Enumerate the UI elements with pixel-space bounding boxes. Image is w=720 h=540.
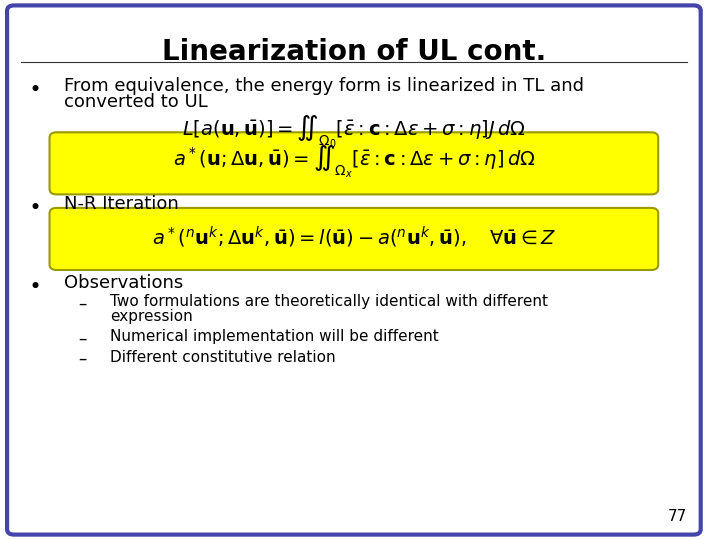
FancyBboxPatch shape <box>7 5 701 535</box>
Text: Linearization of UL cont.: Linearization of UL cont. <box>162 38 546 66</box>
Text: N-R Iteration: N-R Iteration <box>63 195 179 213</box>
Text: Observations: Observations <box>63 274 183 292</box>
Text: $\bullet$: $\bullet$ <box>28 195 40 215</box>
Text: –: – <box>78 329 86 347</box>
Text: –: – <box>78 294 86 312</box>
Text: $\bullet$: $\bullet$ <box>28 78 40 98</box>
FancyBboxPatch shape <box>50 132 658 194</box>
Text: From equivalence, the energy form is linearized in TL and: From equivalence, the energy form is lin… <box>63 77 584 94</box>
Text: Two formulations are theoretically identical with different: Two formulations are theoretically ident… <box>109 294 548 309</box>
Text: $a^*(\mathbf{u};\Delta\mathbf{u},\bar{\mathbf{u}}) = \iint_{\Omega_x} [\bar{\var: $a^*(\mathbf{u};\Delta\mathbf{u},\bar{\m… <box>173 144 535 180</box>
Text: converted to UL: converted to UL <box>63 93 207 111</box>
FancyBboxPatch shape <box>50 208 658 270</box>
Text: $\bullet$: $\bullet$ <box>28 275 40 295</box>
Text: Different constitutive relation: Different constitutive relation <box>109 350 336 365</box>
Text: $L[a(\mathbf{u},\bar{\mathbf{u}})] = \iint_{\Omega_0} [\bar{\varepsilon} : \math: $L[a(\mathbf{u},\bar{\mathbf{u}})] = \ii… <box>182 113 526 150</box>
Text: $a^*(^n\mathbf{u}^k;\Delta\mathbf{u}^k,\bar{\mathbf{u}}) = l(\bar{\mathbf{u}}) -: $a^*(^n\mathbf{u}^k;\Delta\mathbf{u}^k,\… <box>151 225 557 250</box>
Text: –: – <box>78 350 86 368</box>
Text: 77: 77 <box>667 509 687 524</box>
Text: expression: expression <box>109 309 192 325</box>
Text: Numerical implementation will be different: Numerical implementation will be differe… <box>109 329 438 345</box>
